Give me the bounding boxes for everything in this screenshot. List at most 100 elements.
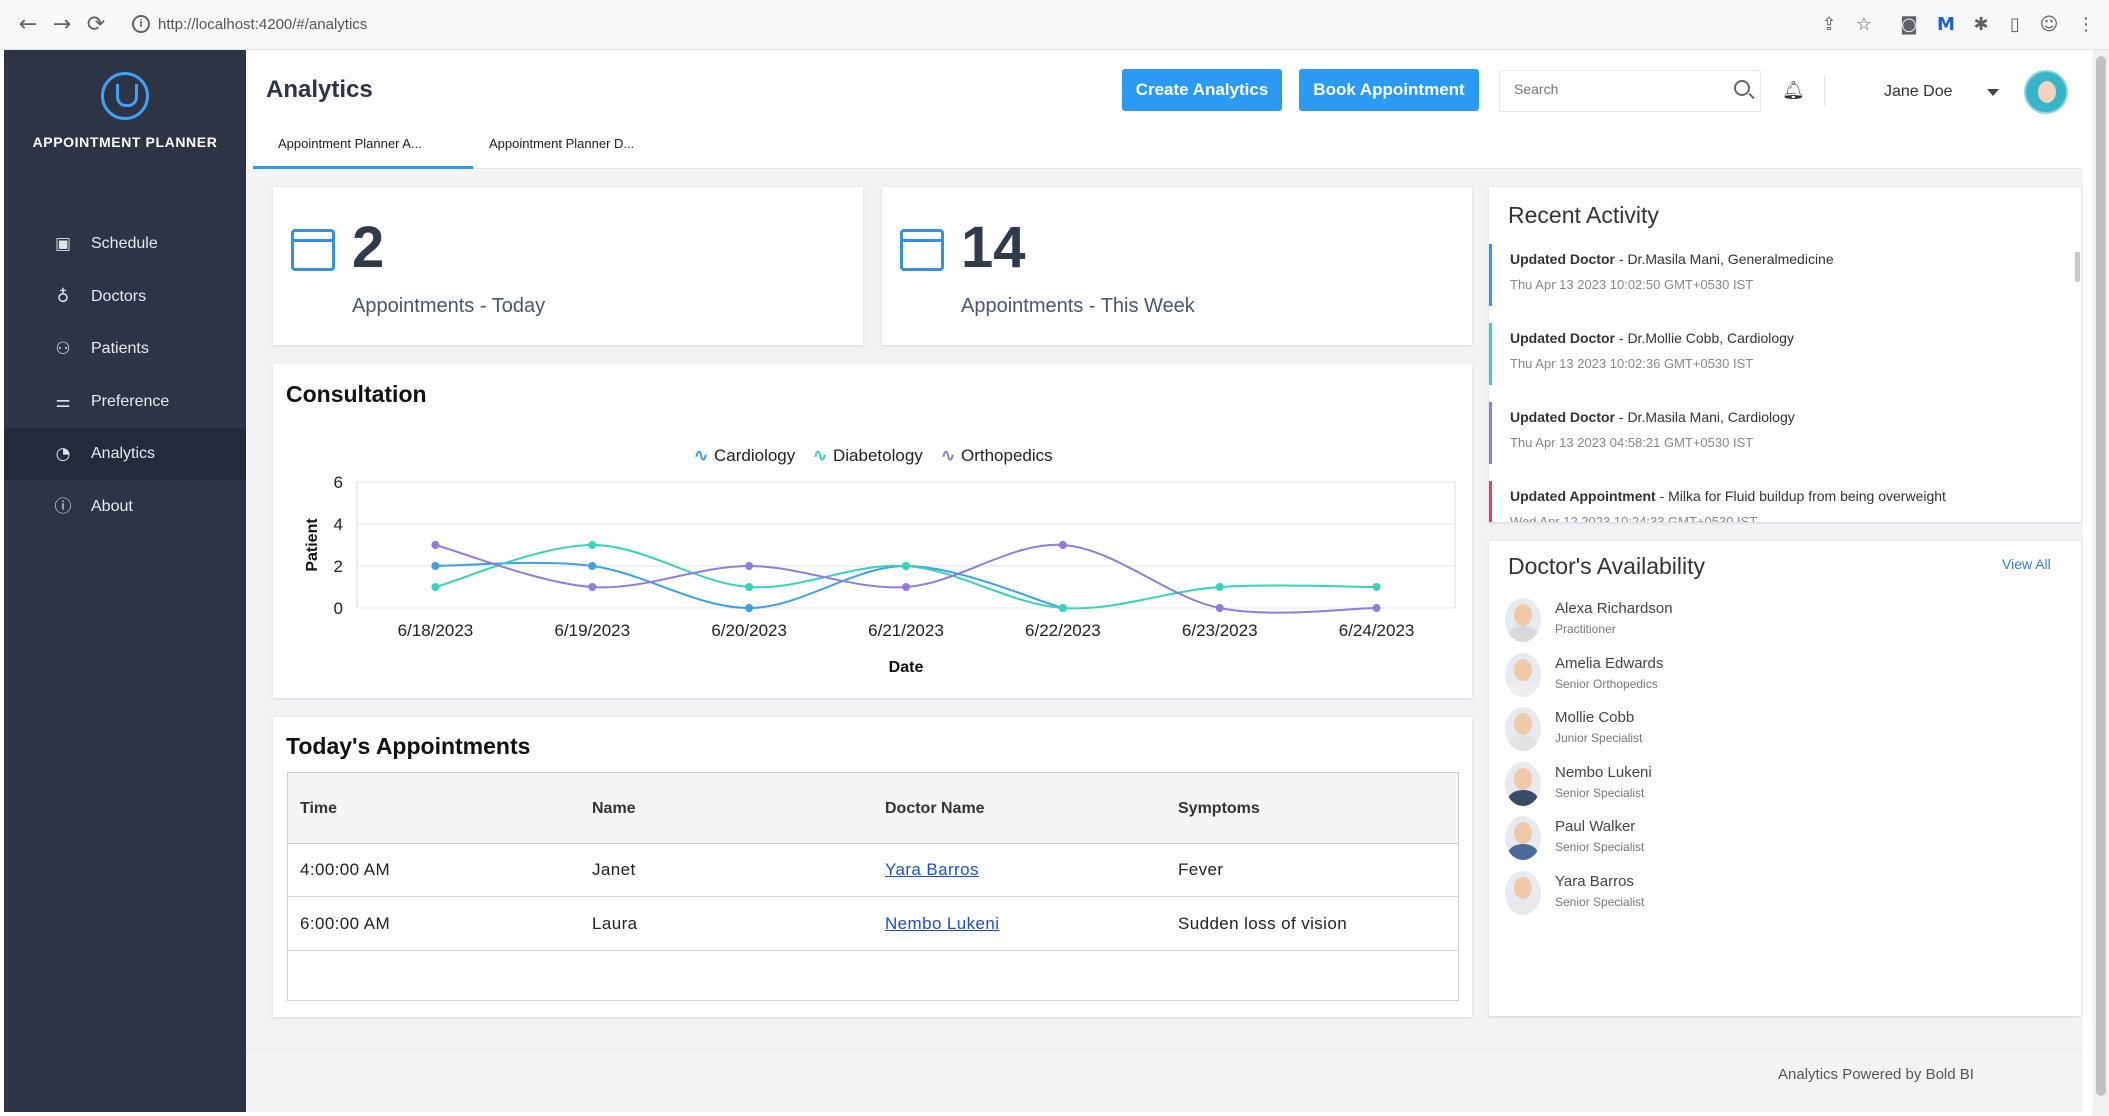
series-line-diabetology <box>435 543 1377 610</box>
chevron-down-icon[interactable] <box>1987 89 1999 96</box>
y-tick-label: 2 <box>334 557 343 576</box>
activity-item[interactable]: Updated Doctor - Dr.Masila Mani, General… <box>1489 244 2079 306</box>
data-point <box>588 541 597 549</box>
sidebar-item-label: Schedule <box>91 235 158 252</box>
consultation-chart: 0 2 4 6 6/18/2023 6/19/2023 6/20/2023 6/21/2023… <box>304 473 1456 676</box>
calendar-icon <box>900 229 944 271</box>
column-header-symptoms[interactable]: Symptoms <box>1178 800 1260 817</box>
doctor-list-item[interactable]: Mollie Cobb Junior Specialist <box>1505 707 2005 759</box>
view-all-link[interactable]: View All <box>2002 556 2051 572</box>
sidebar-item-analytics[interactable]: ◔ Analytics <box>4 428 246 480</box>
legend-line-icon: ∿ <box>813 446 828 465</box>
column-header-time[interactable]: Time <box>300 800 338 817</box>
x-tick-label: 6/19/2023 <box>554 621 630 640</box>
search-box[interactable] <box>1499 70 1761 112</box>
create-analytics-button[interactable]: Create Analytics <box>1122 69 1282 111</box>
table-row[interactable]: 4:00:00 AM Janet Yara Barros Fever <box>288 844 1458 897</box>
activity-item[interactable]: Updated Doctor - Dr.Mollie Cobb, Cardiol… <box>1489 323 2079 385</box>
avatar[interactable] <box>2024 70 2068 114</box>
forward-icon[interactable]: → <box>52 12 72 37</box>
activity-text: Updated Appointment - Milka for Fluid bu… <box>1510 488 1946 504</box>
stethoscope-icon: ♁ <box>56 286 70 307</box>
doctor-name: Amelia Edwards <box>1555 654 1664 672</box>
scrollbar-thumb[interactable] <box>2096 56 2106 1096</box>
sliders-icon: ⚌ <box>55 391 71 412</box>
site-info-icon[interactable]: i <box>132 15 150 33</box>
reload-icon[interactable]: ⟳ <box>86 12 106 37</box>
sidepanel-icon[interactable]: ▯ <box>2010 14 2020 35</box>
y-tick-label: 0 <box>334 599 343 618</box>
avatar <box>1505 761 1541 806</box>
avatar-body <box>1508 735 1538 751</box>
legend-item-orthopedics[interactable]: ∿ Orthopedics <box>941 446 1053 466</box>
sidebar-item-about[interactable]: ⓘ About <box>4 481 246 533</box>
avatar-body <box>1508 680 1538 697</box>
doctor-list-item[interactable]: Paul Walker Senior Specialist <box>1505 816 2005 868</box>
user-name[interactable]: Jane Doe <box>1884 83 1953 100</box>
share-icon[interactable]: ⇪ <box>1821 14 1837 35</box>
doctor-link[interactable]: Nembo Lukeni <box>885 914 1000 933</box>
kpi-label: Appointments - Today <box>352 295 546 317</box>
doctor-name: Alexa Richardson <box>1555 600 1673 617</box>
x-tick-label: 6/21/2023 <box>868 621 944 640</box>
doctor-list-item[interactable]: Alexa Richardson Practitioner <box>1505 598 2005 650</box>
camera-icon[interactable]: ◙ <box>1900 14 1918 35</box>
tab-appointment-planner-analytics[interactable]: Appointment Planner A... <box>278 136 422 151</box>
column-header-doctor[interactable]: Doctor Name <box>885 800 985 817</box>
tab-appointment-planner-doctors[interactable]: Appointment Planner D... <box>489 136 635 151</box>
sidebar-item-patients[interactable]: ⚇ Patients <box>4 323 246 375</box>
menu-dots-icon[interactable]: ⋮ <box>2077 14 2095 35</box>
column-header-name[interactable]: Name <box>592 800 636 817</box>
doctor-link[interactable]: Yara Barros <box>885 860 979 879</box>
sidebar-item-label: Patients <box>91 340 149 357</box>
legend-label: Orthopedics <box>961 446 1053 465</box>
sidebar-item-label: Analytics <box>91 445 156 462</box>
doctor-role: Senior Specialist <box>1555 785 1645 800</box>
search-input[interactable] <box>1514 81 1714 97</box>
data-point <box>1372 604 1381 612</box>
sidebar-item-label: About <box>91 497 133 515</box>
star-icon[interactable]: ☆ <box>1855 14 1873 35</box>
activity-detail: - Dr.Mollie Cobb, Cardiology <box>1615 330 1794 346</box>
page-scrollbar[interactable] <box>2093 50 2109 1116</box>
activity-list[interactable]: Updated Doctor - Dr.Masila Mani, General… <box>1489 234 2081 522</box>
activity-item[interactable]: Updated Appointment - Milka for Fluid bu… <box>1489 481 2079 522</box>
extension-m-icon[interactable]: M <box>1937 14 1955 35</box>
data-point <box>745 604 754 612</box>
activity-text: Updated Doctor - Dr.Masila Mani, Cardiol… <box>1510 409 1795 425</box>
doctor-list-item[interactable]: Amelia Edwards Senior Orthopedics <box>1505 652 2005 705</box>
legend-label: Diabetology <box>833 446 923 465</box>
recent-activity-title: Recent Activity <box>1508 202 1659 228</box>
data-point <box>1372 583 1381 591</box>
bell-icon[interactable]: 🔔︎ <box>1782 80 1805 101</box>
doctor-list-item[interactable]: Yara Barros Senior Specialist <box>1505 870 2005 923</box>
url-text[interactable]: http://localhost:4200/#/analytics <box>158 16 368 33</box>
doctor-name: Nembo Lukeni <box>1555 763 1652 781</box>
doctor-role: Practitioner <box>1555 622 1616 636</box>
header-divider <box>1824 76 1825 106</box>
kpi-value: 14 <box>961 215 1026 280</box>
avatar-face <box>1514 604 1532 626</box>
book-appointment-button[interactable]: Book Appointment <box>1299 69 1479 111</box>
activity-item[interactable]: Updated Doctor - Dr.Masila Mani, Cardiol… <box>1489 402 2079 464</box>
sidebar-item-preference[interactable]: ⚌ Preference <box>4 376 246 428</box>
activity-time: Thu Apr 13 2023 04:58:21 GMT+0530 IST <box>1510 435 1754 450</box>
profile-icon[interactable]: ☺ <box>2039 14 2059 35</box>
data-point <box>588 562 597 570</box>
table-row[interactable]: 6:00:00 AM Laura Nembo Lukeni Sudden los… <box>288 898 1458 951</box>
calendar-icon: ▣ <box>54 234 72 254</box>
activity-scrollbar[interactable] <box>2075 252 2080 282</box>
puzzle-icon[interactable]: ✱ <box>1973 14 1989 35</box>
data-point <box>745 562 754 570</box>
legend-item-cardiology[interactable]: ∿ Cardiology <box>694 446 795 466</box>
address-bar[interactable]: i http://localhost:4200/#/analytics <box>122 10 1792 40</box>
back-icon[interactable]: ← <box>18 12 38 37</box>
search-icon[interactable] <box>1734 80 1750 96</box>
x-tick-label: 6/24/2023 <box>1339 621 1415 640</box>
data-point <box>1215 583 1224 591</box>
doctor-list-item[interactable]: Nembo Lukeni Senior Specialist <box>1505 761 2005 814</box>
sidebar-item-doctors[interactable]: ♁ Doctors <box>4 271 246 323</box>
info-icon: ⓘ <box>54 496 72 517</box>
legend-item-diabetology[interactable]: ∿ Diabetology <box>813 446 923 466</box>
sidebar-item-schedule[interactable]: ▣ Schedule <box>4 218 246 270</box>
